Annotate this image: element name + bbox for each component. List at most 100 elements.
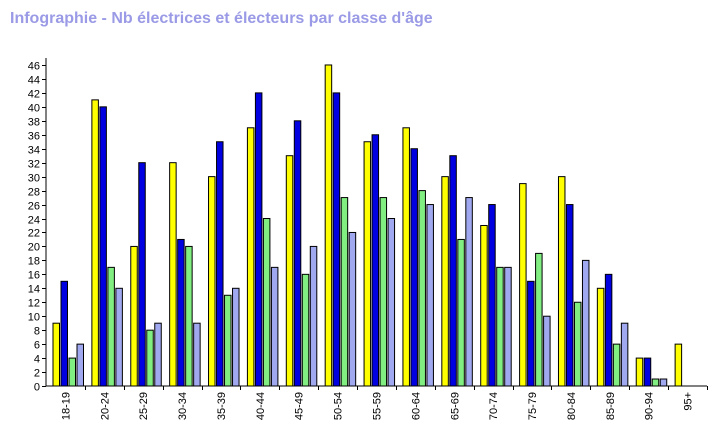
y-tick-label: 12 xyxy=(28,298,40,310)
bar xyxy=(363,141,372,387)
bar xyxy=(169,162,177,387)
y-tick-label: 4 xyxy=(34,354,40,366)
bar xyxy=(185,245,193,387)
bar xyxy=(651,378,660,387)
bar xyxy=(659,378,668,387)
bar xyxy=(208,176,216,387)
y-tick-label: 20 xyxy=(28,242,40,254)
y-tick-label: 46 xyxy=(28,61,40,73)
bar xyxy=(130,245,138,387)
x-tick-label: 90-94 xyxy=(644,392,656,420)
bar xyxy=(418,190,426,387)
bar xyxy=(138,162,146,387)
bar xyxy=(612,343,621,387)
bar xyxy=(285,155,294,387)
x-tick-label: 85-89 xyxy=(605,392,617,420)
bar xyxy=(402,127,410,387)
bar xyxy=(604,273,613,387)
y-tick-label: 26 xyxy=(28,201,40,213)
bar xyxy=(107,266,115,387)
bar xyxy=(324,64,333,387)
bar xyxy=(496,266,504,387)
bar xyxy=(154,322,162,387)
bar xyxy=(332,92,341,387)
bar xyxy=(465,197,473,387)
bar xyxy=(504,266,512,387)
y-tick-label: 30 xyxy=(28,173,40,185)
x-tick-label: 18-19 xyxy=(60,392,72,420)
bar xyxy=(457,238,465,387)
y-tick-label: 42 xyxy=(28,89,40,101)
bar xyxy=(410,148,418,387)
y-tick-label: 44 xyxy=(28,75,40,87)
y-tick-label: 40 xyxy=(28,103,40,115)
bar xyxy=(581,259,590,387)
y-tick-label: 8 xyxy=(34,326,40,338)
y-tick-label: 10 xyxy=(28,312,40,324)
bar xyxy=(309,245,318,387)
bar xyxy=(301,273,310,387)
y-tick-label: 18 xyxy=(28,256,40,268)
bar xyxy=(527,280,535,387)
x-tick-label: 80-84 xyxy=(566,392,578,420)
bar xyxy=(254,92,263,387)
bar xyxy=(557,176,566,387)
bar xyxy=(246,127,255,387)
y-tick-label: 28 xyxy=(28,187,40,199)
y-tick-label: 0 xyxy=(34,382,40,394)
bar xyxy=(573,301,582,387)
bar xyxy=(262,218,271,387)
chart-title: Infographie - Nb électrices et électeurs… xyxy=(10,10,433,27)
bar xyxy=(348,231,357,387)
bar xyxy=(643,357,652,387)
bar xyxy=(193,322,201,387)
y-tick-label: 32 xyxy=(28,159,40,171)
x-tick-label: 35-39 xyxy=(216,392,228,420)
bar xyxy=(596,287,605,387)
bar xyxy=(68,357,76,387)
bar xyxy=(635,357,644,387)
x-tick-label: 40-44 xyxy=(255,392,267,420)
x-tick-label: 60-64 xyxy=(410,392,422,420)
y-tick-label: 34 xyxy=(28,145,40,157)
y-tick-label: 2 xyxy=(34,368,40,380)
bar xyxy=(426,204,434,387)
x-tick-label: 50-54 xyxy=(333,392,345,420)
bar xyxy=(52,322,60,387)
bar xyxy=(293,120,302,387)
bar xyxy=(99,106,107,387)
bar xyxy=(620,322,629,387)
bar xyxy=(565,204,574,387)
bar xyxy=(449,155,457,387)
bar xyxy=(387,218,396,387)
bar xyxy=(535,252,543,387)
x-tick-label: 55-59 xyxy=(372,392,384,420)
bar xyxy=(115,287,123,387)
y-tick-label: 16 xyxy=(28,270,40,282)
y-tick-label: 38 xyxy=(28,117,40,129)
x-tick-label: 45-49 xyxy=(294,392,306,420)
bar xyxy=(146,329,154,387)
bar xyxy=(674,343,683,387)
x-tick-label: 75-79 xyxy=(527,392,539,420)
bar xyxy=(91,99,99,387)
bar xyxy=(177,238,185,387)
bar xyxy=(488,204,496,387)
x-tick-label: 65-69 xyxy=(449,392,461,420)
y-tick-label: 22 xyxy=(28,228,40,240)
bar xyxy=(216,141,224,387)
x-tick-label: 20-24 xyxy=(99,392,111,420)
bar xyxy=(519,183,527,387)
bar xyxy=(543,315,551,387)
y-tick-label: 36 xyxy=(28,131,40,143)
bar xyxy=(76,343,84,387)
bar xyxy=(340,197,349,387)
x-tick-label: 30-34 xyxy=(177,392,189,420)
bar xyxy=(60,280,68,387)
bar xyxy=(371,134,380,387)
x-tick-label: 70-74 xyxy=(488,392,500,420)
y-tick-label: 6 xyxy=(34,340,40,352)
y-tick-label: 24 xyxy=(28,215,40,227)
x-tick-label: 95+ xyxy=(683,392,695,411)
